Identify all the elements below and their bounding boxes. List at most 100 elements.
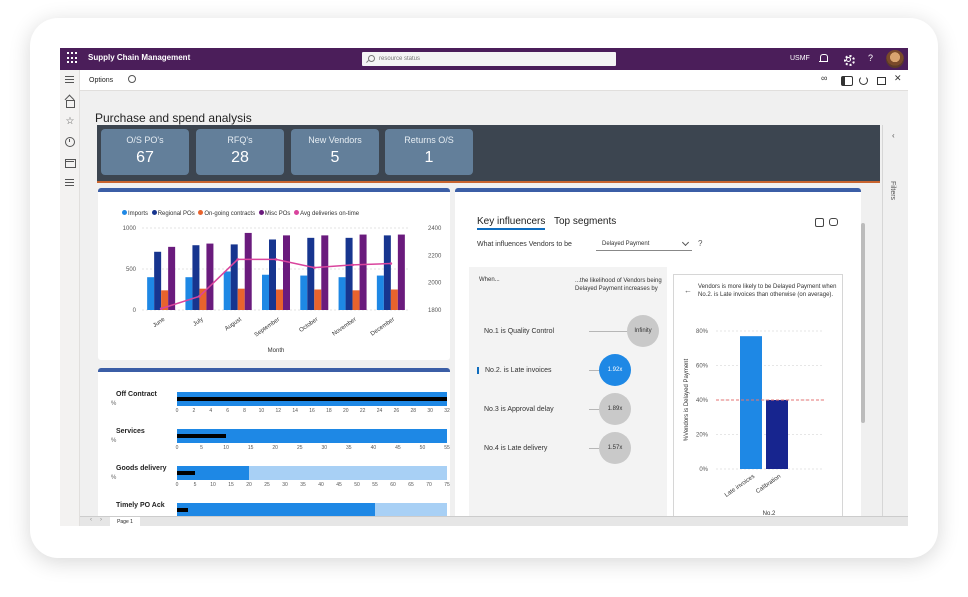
bar [147,277,155,310]
help-icon[interactable]: ? [698,239,703,248]
home-icon[interactable] [64,96,76,108]
office-icon[interactable] [840,75,853,86]
influencer-explanation: Vendors is more likely to be Delayed Pay… [698,284,837,298]
axis-tick-label: 8 [243,408,246,414]
options-tab[interactable]: Options [89,77,114,84]
help-button[interactable]: ? [868,53,874,63]
next-page-icon[interactable]: › [100,517,102,523]
global-search[interactable] [362,52,616,66]
influencer-bubble[interactable]: 1.92x [599,354,631,386]
bar [352,290,360,310]
link-icon[interactable] [821,73,831,85]
axis-tick-label: 45 [336,482,342,488]
popout-icon[interactable] [876,75,886,85]
legend-swatch [151,210,157,215]
axis-tick-label: 45 [395,445,401,451]
refresh-icon[interactable] [858,75,868,85]
workspace-icon[interactable] [64,157,76,169]
axis-tick-label: 15 [247,445,254,451]
influence-question: What influences Vendors to be [477,241,572,248]
bar [390,289,398,310]
axis-tick-label: 2 [192,408,196,414]
contract-kpi-bars-card[interactable]: Off Contract % 0 2 4 6 8 10 12 14 16 18 20 22 24 26 28… [98,368,450,526]
axis-tick-label: 12 [275,408,282,414]
influencer-label[interactable]: No.4 is Late delivery [484,445,548,452]
axis-tick-label: 30 [321,445,328,451]
influencer-label[interactable]: No.3 is Approval delay [484,406,554,413]
line-point [351,263,354,267]
clock-icon[interactable] [64,136,76,148]
back-arrow-icon[interactable]: ← [684,286,692,295]
influencer-label[interactable]: No.2. is Late invoices [477,367,552,374]
thumbs-down-icon[interactable] [829,218,838,226]
axis-tick-label: 0 [175,482,179,488]
axis-tick-label: 50 [419,445,426,451]
kpi-card[interactable]: Returns O/S 1 [385,129,473,175]
scrollbar[interactable] [861,223,865,423]
x-tick-label: August [224,317,243,333]
row-label: Services [116,428,145,435]
axis-tick-label: 10 [258,408,265,414]
app-launcher-icon[interactable] [67,52,79,64]
y-tick-label: 80% [696,329,709,335]
influencer-bubble[interactable]: 1.89x [599,393,631,425]
axis-ticks: 0 5 10 15 20 25 30 35 40 45 50 55 60 65 70 75 [175,482,450,489]
hamburger-icon[interactable] [64,74,76,86]
title-bar: Supply Chain Management USMF ? [60,48,908,70]
avatar[interactable] [886,50,904,68]
bar [766,400,788,469]
bar-track [177,392,447,406]
page-tab[interactable]: Page 1 [110,517,140,526]
kpi-card[interactable]: O/S PO's 67 [101,129,189,175]
axis-tick-label: 30 [282,482,288,488]
outcome-select-value: Delayed Payment [602,241,650,247]
axis-tick-label: 35 [300,482,306,488]
monthly-po-chart-card[interactable]: Imports Regional POs On-going contracts … [98,188,450,360]
search-icon [368,55,375,62]
filters-pane[interactable]: ‹ Filters [882,125,908,526]
influencer-bubble[interactable]: Infinity [627,315,659,347]
axis-tick-label: 55 [444,445,450,451]
influencer-arrow [589,409,601,410]
axis-tick-label: 5 [200,445,203,451]
close-icon[interactable]: ✕ [894,73,902,83]
bar [740,336,762,469]
filters-label: Filters [889,181,896,201]
key-influencers-card[interactable]: Key influencers Top segments What influe… [455,188,861,526]
axis-tick-label: 20 [246,482,252,488]
search-input[interactable] [379,54,599,64]
axis-tick-label: 40 [318,482,324,488]
bar [307,237,315,310]
search-icon[interactable] [128,75,136,83]
row-label: Timely PO Ack [116,502,165,509]
axis-tick-label: 16 [309,408,315,414]
bar [206,243,214,310]
modules-list-icon[interactable] [64,177,76,189]
collapse-chevron-icon[interactable]: ‹ [892,131,895,140]
tab-top-segments[interactable]: Top segments [554,216,617,227]
bell-icon[interactable] [817,53,829,65]
axis-tick-label: 32 [444,408,450,414]
bar [276,289,283,310]
prev-page-icon[interactable]: ‹ [90,517,92,523]
axis-tick-label: 10 [210,482,216,488]
axis-tick-label: 35 [346,445,352,451]
influencer-label[interactable]: No.1 is Quality Control [484,328,555,335]
y-tick-label: 60% [696,364,709,370]
company-picker[interactable]: USMF [790,55,810,62]
y-tick-label: 0% [699,467,708,473]
star-icon[interactable]: ☆ [65,116,75,127]
axis-ticks: 0 5 10 15 20 25 30 35 40 45 50 55 [176,445,450,452]
kpi-card[interactable]: New Vendors 5 [291,129,379,175]
tab-key-influencers[interactable]: Key influencers [477,216,546,230]
kpi-card[interactable]: RFQ's 28 [196,129,284,175]
report-page: Purchase and spend analysis O/S PO's 67 R… [80,91,908,526]
x-tick-label: July [192,317,204,328]
gear-icon[interactable] [842,53,855,66]
outcome-select[interactable]: Delayed Payment [596,238,692,251]
chevron-down-icon [681,238,690,247]
axis-tick-label: 25 [296,445,303,451]
bar [321,235,329,310]
influencer-bubble[interactable]: 1.57x [599,432,631,464]
thumbs-up-icon[interactable] [815,218,824,227]
